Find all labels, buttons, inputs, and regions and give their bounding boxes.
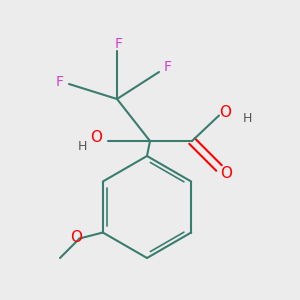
Text: H: H (243, 112, 252, 125)
Text: O: O (219, 105, 231, 120)
Text: O: O (220, 167, 232, 182)
Text: O: O (90, 130, 102, 145)
Text: F: F (115, 37, 122, 50)
Text: O: O (70, 230, 83, 244)
Text: H: H (78, 140, 87, 154)
Text: F: F (56, 76, 64, 89)
Text: F: F (164, 60, 172, 74)
